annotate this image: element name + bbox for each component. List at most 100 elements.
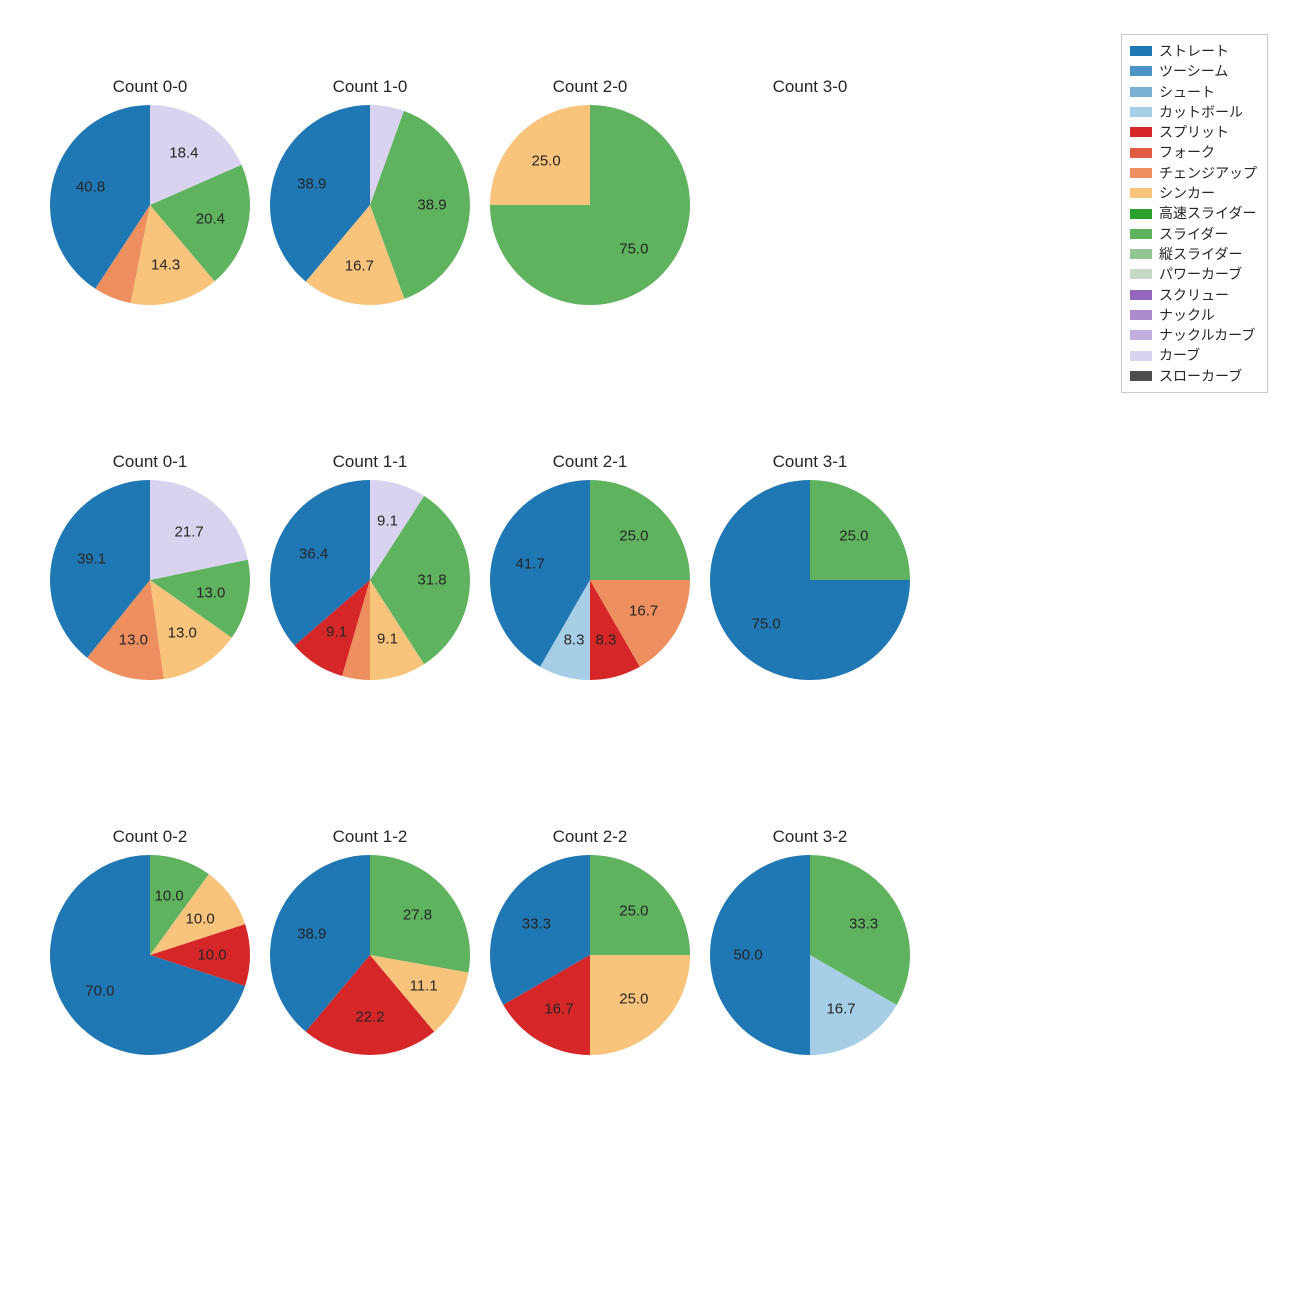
legend-item: シュート: [1130, 82, 1257, 102]
pie-slice-label: 41.7: [515, 556, 544, 573]
pie-slice-label: 10.0: [197, 947, 226, 964]
legend-item: カーブ: [1130, 345, 1257, 365]
legend-item: フォーク: [1130, 142, 1257, 162]
pie-svg: [50, 480, 250, 680]
legend: ストレートツーシームシュートカットボールスプリットフォークチェンジアップシンカー…: [1121, 34, 1268, 393]
legend-item: チェンジアップ: [1130, 163, 1257, 183]
legend-label: シュート: [1159, 82, 1215, 102]
legend-label: カーブ: [1159, 345, 1200, 365]
legend-item: スローカーブ: [1130, 366, 1257, 386]
legend-swatch: [1130, 310, 1152, 320]
chart-title: Count 3-0: [700, 77, 920, 97]
pie-slice-label: 13.0: [196, 584, 225, 601]
pie-svg: [710, 105, 910, 305]
legend-item: ツーシーム: [1130, 61, 1257, 81]
pie-chart: 41.7 8.3 8.3 16.7 25.0: [490, 480, 690, 680]
pie-svg: [490, 480, 690, 680]
legend-swatch: [1130, 229, 1152, 239]
legend-item: カットボール: [1130, 102, 1257, 122]
pie-slice-label: 31.8: [417, 572, 446, 589]
chart-title: Count 1-0: [260, 77, 480, 97]
pie-chart: 75.025.0: [710, 480, 910, 680]
legend-label: 高速スライダー: [1159, 203, 1256, 223]
pie-chart: 70.010.010.010.0: [50, 855, 250, 1055]
legend-label: 縦スライダー: [1159, 244, 1242, 264]
pie-slice-label: 25.0: [619, 903, 648, 920]
pie-slice-label: 33.3: [849, 915, 878, 932]
legend-swatch: [1130, 46, 1152, 56]
chart-title: Count 0-0: [40, 77, 260, 97]
legend-swatch: [1130, 87, 1152, 97]
pie-slice-label: 50.0: [733, 947, 762, 964]
legend-label: シンカー: [1159, 183, 1215, 203]
pie-slice-label: 38.9: [297, 175, 326, 192]
pie-slice-label: 22.2: [355, 1009, 384, 1026]
legend-item: ナックル: [1130, 305, 1257, 325]
legend-label: パワーカーブ: [1159, 264, 1242, 284]
chart-title: Count 2-2: [480, 827, 700, 847]
legend-swatch: [1130, 107, 1152, 117]
legend-label: チェンジアップ: [1159, 163, 1257, 183]
pie-slice-label: 25.0: [619, 528, 648, 545]
legend-swatch: [1130, 168, 1152, 178]
pie-slice-label: 70.0: [85, 983, 114, 1000]
chart-title: Count 0-2: [40, 827, 260, 847]
legend-label: カットボール: [1159, 102, 1243, 122]
legend-label: フォーク: [1159, 142, 1215, 162]
pie-svg: [710, 480, 910, 680]
pie-slice-label: 9.1: [326, 624, 347, 641]
pie-slice-label: 38.9: [297, 925, 326, 942]
pie-chart: 39.113.013.013.021.7: [50, 480, 250, 680]
legend-swatch: [1130, 330, 1152, 340]
legend-item: 縦スライダー: [1130, 244, 1257, 264]
pie-slice-label: 9.1: [377, 512, 398, 529]
legend-label: ストレート: [1159, 41, 1229, 61]
pie-slice-label: 14.3: [151, 257, 180, 274]
pie-slice-label: 33.3: [522, 915, 551, 932]
chart-title: Count 2-1: [480, 452, 700, 472]
pie-slice-label: 16.7: [345, 258, 374, 275]
pie-slice-label: 20.4: [196, 210, 225, 227]
pie-svg: [490, 855, 690, 1055]
legend-swatch: [1130, 290, 1152, 300]
pie-chart: 50.0 16.7 33.3: [710, 855, 910, 1055]
pie-chart: 25.075.0: [490, 105, 690, 305]
pie-slice-label: 10.0: [186, 910, 215, 927]
legend-swatch: [1130, 351, 1152, 361]
legend-label: スプリット: [1159, 122, 1229, 142]
legend-swatch: [1130, 127, 1152, 137]
pie-slice-label: 18.4: [169, 145, 198, 162]
figure: ストレートツーシームシュートカットボールスプリットフォークチェンジアップシンカー…: [0, 0, 1300, 1300]
pie-svg: [50, 105, 250, 305]
legend-item: スクリュー: [1130, 285, 1257, 305]
legend-swatch: [1130, 66, 1152, 76]
legend-label: スクリュー: [1159, 285, 1229, 305]
chart-title: Count 1-1: [260, 452, 480, 472]
pie-slice-label: 21.7: [175, 523, 204, 540]
pie-slice-label: 8.3: [564, 631, 585, 648]
legend-item: スプリット: [1130, 122, 1257, 142]
pie-chart: 33.316.725.025.0: [490, 855, 690, 1055]
pie-svg: [490, 105, 690, 305]
legend-item: スライダー: [1130, 224, 1257, 244]
chart-title: Count 1-2: [260, 827, 480, 847]
pie-slice-label: 16.7: [629, 603, 658, 620]
pie-slice-label: 36.4: [299, 546, 328, 563]
pie-slice-label: 13.0: [168, 624, 197, 641]
legend-item: シンカー: [1130, 183, 1257, 203]
legend-item: ナックルカーブ: [1130, 325, 1257, 345]
legend-swatch: [1130, 209, 1152, 219]
legend-label: スライダー: [1159, 224, 1228, 244]
pie-slice-label: 16.7: [544, 1000, 573, 1017]
pie-slice-label: 9.1: [377, 631, 398, 648]
pie-slice-label: 27.8: [403, 907, 432, 924]
legend-swatch: [1130, 188, 1152, 198]
pie-slice-label: 8.3: [596, 631, 617, 648]
pie-chart: 38.922.211.127.8: [270, 855, 470, 1055]
pie-slice-label: 75.0: [619, 240, 648, 257]
chart-title: Count 2-0: [480, 77, 700, 97]
legend-label: ナックルカーブ: [1159, 325, 1255, 345]
legend-item: ストレート: [1130, 41, 1257, 61]
pie-slice-label: 16.7: [826, 1000, 855, 1017]
legend-label: ナックル: [1159, 305, 1215, 325]
